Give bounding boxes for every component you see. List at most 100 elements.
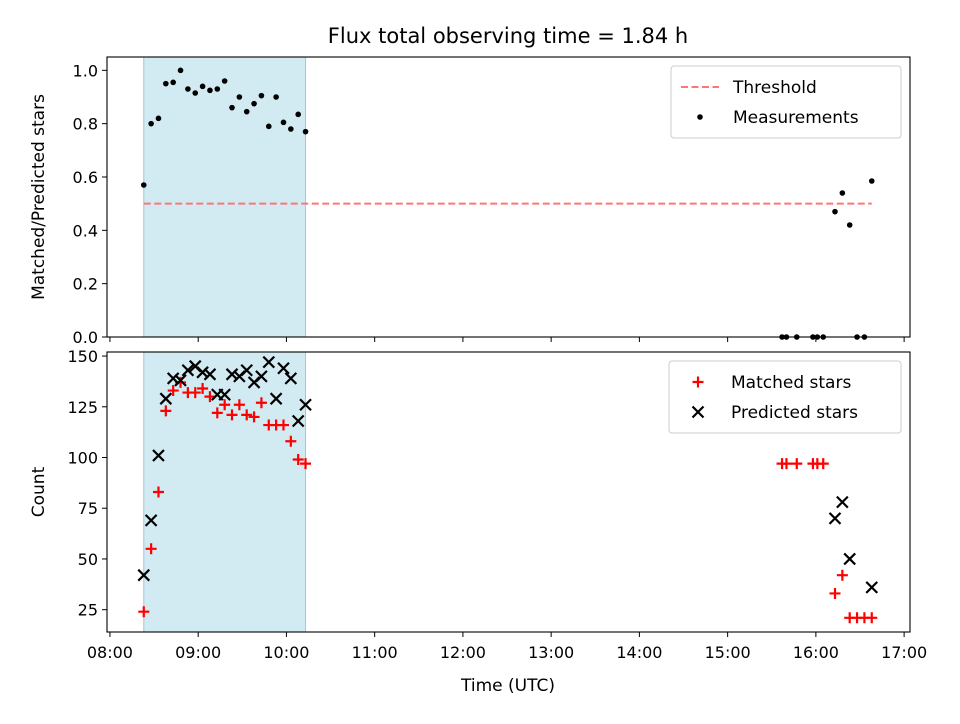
legend-label: Predicted stars	[731, 403, 858, 423]
data-point	[277, 361, 290, 375]
x-tick-label: 13:00	[528, 643, 574, 662]
data-point	[292, 454, 304, 466]
data-point	[152, 486, 164, 498]
data-point	[218, 388, 231, 401]
data-point	[836, 495, 849, 509]
data-point	[145, 543, 157, 555]
data-point	[192, 90, 199, 96]
x-tick-label: 16:00	[793, 643, 839, 662]
y-axis-label: Count	[29, 466, 49, 517]
y-tick-label: 1.0	[73, 61, 98, 80]
data-point	[280, 119, 287, 126]
data-point	[269, 392, 283, 405]
data-point	[211, 407, 223, 419]
data-point	[300, 458, 312, 470]
top-panel: 0.0 0.2 0.4 0.6 0.8 1.0 Matched/Predicted star…	[29, 56, 911, 347]
y-tick-label: 0.4	[73, 221, 98, 240]
data-point	[170, 79, 176, 86]
data-point	[196, 366, 209, 379]
data-point	[152, 449, 165, 462]
data-point	[185, 86, 191, 92]
data-point	[265, 123, 272, 130]
data-point	[181, 363, 195, 377]
data-point	[144, 514, 158, 527]
legend-swatch	[691, 405, 705, 419]
data-point	[836, 569, 848, 581]
data-point	[277, 419, 289, 431]
x-tick-label: 08:00	[87, 643, 133, 662]
y-tick-label: 125	[67, 398, 98, 417]
series-x	[137, 355, 879, 594]
data-point	[817, 458, 829, 470]
data-point	[138, 606, 150, 618]
y-tick-label: 0.2	[73, 275, 98, 294]
data-point	[868, 178, 875, 184]
data-point	[791, 458, 803, 470]
data-point	[258, 92, 265, 99]
x-tick-label: 12:00	[440, 643, 486, 662]
shaded-interval	[143, 56, 307, 338]
data-point	[255, 370, 268, 383]
y-tick-label: 0.6	[73, 168, 98, 187]
data-point	[780, 458, 792, 470]
data-point	[225, 368, 239, 381]
shaded-interval	[143, 351, 307, 633]
legend: Threshold Measurements	[670, 65, 902, 139]
plot-frame	[106, 56, 911, 338]
data-point	[166, 372, 180, 385]
data-point	[248, 411, 260, 423]
data-point	[229, 104, 235, 111]
data-point	[148, 120, 154, 127]
x-tick-label: 10:00	[263, 643, 309, 662]
y-tick-label: 50	[78, 550, 98, 569]
legend-label: Matched stars	[731, 373, 851, 393]
data-point	[243, 108, 250, 115]
x-tick-label: 15:00	[705, 643, 751, 662]
x-tick-label: 17:00	[881, 643, 927, 662]
plot-frame	[106, 351, 911, 633]
legend-box	[668, 360, 902, 434]
data-point	[137, 568, 151, 582]
y-tick-label: 75	[78, 499, 98, 518]
y-tick-label: 100	[67, 449, 98, 468]
data-point	[197, 383, 209, 395]
data-point	[240, 363, 253, 377]
bottom-panel: 25 50 75 100 125 150 08:00 09:00 10:00 11:00 12:00…	[29, 347, 927, 662]
legend-label: Measurements	[733, 108, 859, 128]
data-point	[295, 111, 301, 118]
data-point	[829, 587, 841, 599]
data-point	[299, 398, 312, 412]
data-point	[843, 552, 856, 566]
data-point	[285, 435, 297, 447]
data-point	[226, 409, 238, 421]
data-point	[236, 94, 243, 100]
legend-swatch	[697, 114, 703, 120]
legend: Matched stars Predicted stars	[668, 360, 902, 434]
data-point	[241, 409, 253, 421]
data-point	[251, 100, 257, 107]
data-point	[199, 83, 206, 90]
data-point	[189, 387, 201, 399]
data-point	[828, 512, 842, 525]
data-point	[167, 385, 179, 397]
data-point	[163, 80, 169, 87]
data-point	[177, 67, 184, 74]
data-point	[291, 414, 305, 428]
data-point	[839, 190, 846, 196]
legend-box	[670, 65, 902, 139]
y-tick-label: 150	[67, 347, 98, 366]
x-tick-label: 14:00	[616, 643, 662, 662]
y-tick-label: 0.8	[73, 115, 98, 134]
data-point	[140, 182, 147, 188]
series-plus	[138, 376, 878, 624]
data-point	[204, 391, 216, 403]
data-point	[865, 581, 879, 594]
data-point	[832, 208, 838, 215]
data-point	[207, 87, 213, 94]
data-point	[221, 78, 228, 84]
data-point	[866, 612, 878, 624]
x-tick-label: 11:00	[352, 643, 398, 662]
data-point	[155, 115, 162, 122]
